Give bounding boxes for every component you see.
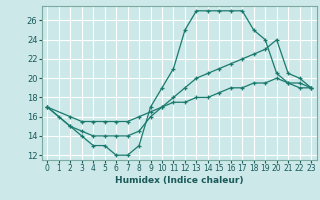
X-axis label: Humidex (Indice chaleur): Humidex (Indice chaleur): [115, 176, 244, 185]
